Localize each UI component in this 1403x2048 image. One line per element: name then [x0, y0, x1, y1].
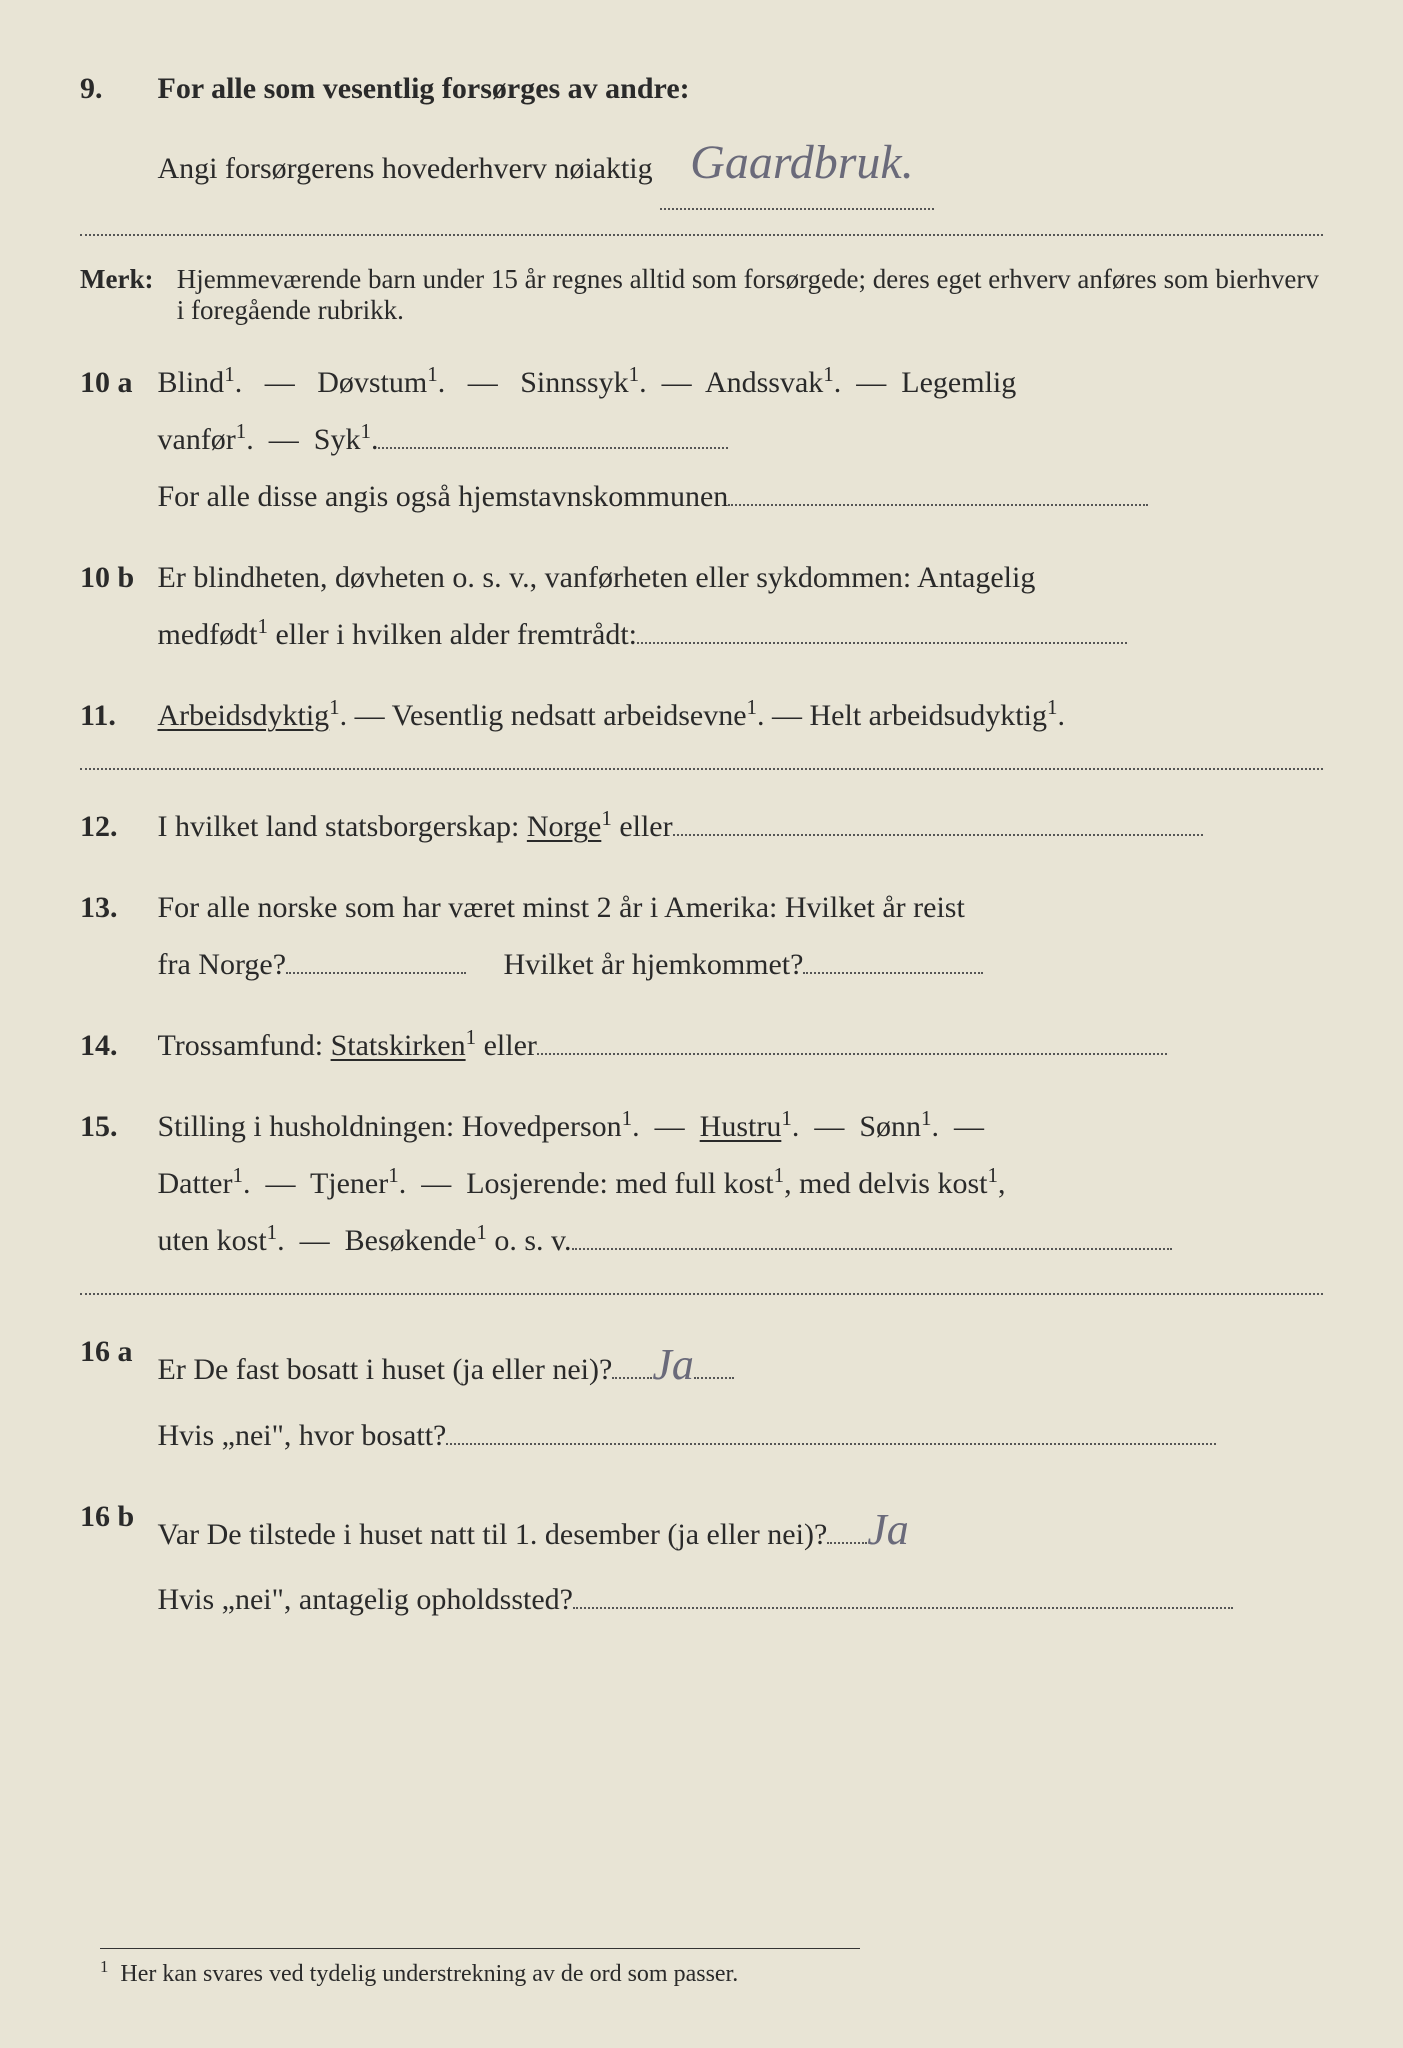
q10a-opt-andssvak: Andssvak — [705, 366, 823, 399]
footnote-text: Her kan svares ved tydelig understreknin… — [120, 1961, 738, 1987]
q9-title: For alle som vesentlig forsørges av andr… — [158, 72, 690, 105]
q10a-opt-dovstum: Døvstum — [317, 366, 427, 399]
q15-text2: Losjerende: med full kost — [466, 1167, 773, 1200]
q10a-opt-sinnssyk: Sinnssyk — [520, 366, 628, 399]
q14-text1: Trossamfund: — [158, 1029, 331, 1062]
q10a-opt-syk: Syk — [314, 423, 361, 456]
question-14: 14. Trossamfund: Statskirken1 eller — [80, 1017, 1323, 1074]
q15-opt-datter: Datter — [158, 1167, 233, 1200]
q11-number: 11. — [80, 687, 150, 744]
q15-text5: o. s. v. — [494, 1224, 571, 1257]
q10a-opt-blind: Blind — [158, 366, 225, 399]
q16b-answer: Ja — [867, 1488, 909, 1572]
q11-opt2: Vesentlig nedsatt arbeidsevne — [392, 699, 747, 732]
question-11: 11. Arbeidsdyktig1. — Vesentlig nedsatt … — [80, 687, 1323, 744]
q12-text2: eller — [619, 810, 672, 843]
q14-number: 14. — [80, 1017, 150, 1074]
q15-text1: Stilling i husholdningen: Hovedperson — [158, 1110, 622, 1143]
question-10a: 10 a Blind1. — Døvstum1. — Sinnssyk1. — … — [80, 354, 1323, 525]
q10a-line2: For alle disse angis også hjemstavnskomm… — [158, 480, 729, 513]
q14-text2: eller — [484, 1029, 537, 1062]
q10b-text1: Er blindheten, døvheten o. s. v., vanfør… — [158, 561, 1036, 594]
q11-opt1: Arbeidsdyktig — [158, 699, 330, 732]
q16a-text2: Hvis „nei", hvor bosatt? — [158, 1419, 447, 1452]
question-9: 9. For alle som vesentlig forsørges av a… — [80, 60, 1323, 210]
q12-number: 12. — [80, 798, 150, 855]
q10a-number: 10 a — [80, 354, 150, 411]
q10b-text3: eller i hvilken alder fremtrådt: — [275, 618, 637, 651]
q16b-text2: Hvis „nei", antagelig opholdssted? — [158, 1583, 574, 1616]
q15-opt-besokende: Besøkende — [345, 1224, 477, 1257]
q16b-text1: Var De tilstede i huset natt til 1. dese… — [158, 1518, 828, 1551]
q9-prompt: Angi forsørgerens hovederhverv nøiaktig — [158, 152, 653, 185]
question-12: 12. I hvilket land statsborgerskap: Norg… — [80, 798, 1323, 855]
q15-text3: , med delvis kost — [784, 1167, 987, 1200]
divider — [80, 768, 1323, 770]
divider — [80, 234, 1323, 236]
q13-text3: Hvilket år hjemkommet? — [504, 948, 804, 981]
q13-text2: fra Norge? — [158, 948, 287, 981]
footnote-marker: 1 — [100, 1957, 108, 1976]
q14-opt1: Statskirken — [331, 1029, 466, 1062]
q10a-opt-vanfor: vanfør — [158, 423, 236, 456]
q13-text1: For alle norske som har været minst 2 år… — [158, 891, 965, 924]
q15-opt-hustru: Hustru — [700, 1110, 782, 1143]
divider — [80, 1293, 1323, 1295]
q16a-answer: Ja — [652, 1323, 694, 1407]
question-13: 13. For alle norske som har været minst … — [80, 879, 1323, 993]
q15-number: 15. — [80, 1098, 150, 1155]
q10a-opt-legemlig: Legemlig — [901, 366, 1016, 399]
merk-text: Hjemmeværende barn under 15 år regnes al… — [177, 264, 1320, 326]
question-15: 15. Stilling i husholdningen: Hovedperso… — [80, 1098, 1323, 1269]
merk-label: Merk: — [80, 264, 170, 295]
q9-number: 9. — [80, 60, 150, 117]
q10b-number: 10 b — [80, 549, 150, 606]
q13-number: 13. — [80, 879, 150, 936]
q16a-text1: Er De fast bosatt i huset (ja eller nei)… — [158, 1353, 613, 1386]
q15-opt-tjener: Tjener — [310, 1167, 388, 1200]
question-16b: 16 b Var De tilstede i huset natt til 1.… — [80, 1488, 1323, 1629]
q12-opt1: Norge — [527, 810, 601, 843]
q15-opt-sonn: Sønn — [859, 1110, 921, 1143]
q10b-text2: medfødt — [158, 618, 258, 651]
merk-note: Merk: Hjemmeværende barn under 15 år reg… — [80, 264, 1323, 326]
question-10b: 10 b Er blindheten, døvheten o. s. v., v… — [80, 549, 1323, 663]
q12-text1: I hvilket land statsborgerskap: — [158, 810, 527, 843]
question-16a: 16 a Er De fast bosatt i huset (ja eller… — [80, 1323, 1323, 1464]
q15-text4: uten kost — [158, 1224, 267, 1257]
q16b-number: 16 b — [80, 1488, 150, 1545]
q9-answer: Gaardbruk. — [660, 117, 934, 210]
q16a-number: 16 a — [80, 1323, 150, 1380]
footnote: 1 Her kan svares ved tydelig understrekn… — [100, 1948, 860, 1988]
q11-opt3: Helt arbeidsudyktig — [810, 699, 1047, 732]
